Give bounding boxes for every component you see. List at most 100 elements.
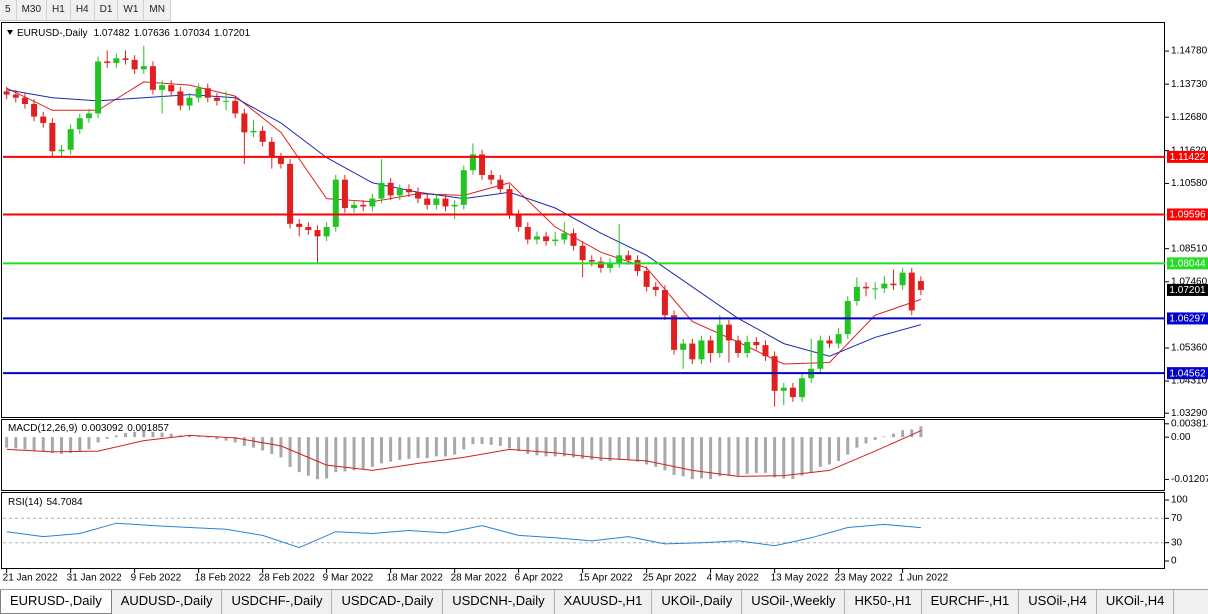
last-low: 1.07034 — [174, 28, 211, 39]
macd-histogram-bar — [471, 437, 475, 445]
chart-tab[interactable]: USDCAD-,Daily — [332, 590, 444, 614]
chart-tab[interactable]: XAUUSD-,H1 — [555, 590, 653, 614]
candle-body — [76, 118, 83, 130]
chart-tab[interactable]: USOil-,Weekly — [742, 590, 846, 614]
candle-body — [122, 58, 129, 60]
candle-body — [131, 59, 138, 70]
timeframe-button[interactable]: M30 — [17, 0, 48, 20]
macd-histogram-bar — [827, 437, 831, 465]
candle-body — [524, 226, 531, 240]
candle-body — [360, 204, 367, 207]
macd-histogram-bar — [379, 437, 383, 464]
chart-tab[interactable]: USOil-,H4 — [1019, 590, 1097, 614]
candle-body — [232, 100, 239, 114]
macd-signal-line — [6, 430, 922, 477]
chart-tab[interactable]: EURUSD-,Daily — [0, 590, 112, 614]
timeframe-button[interactable]: 5 — [0, 0, 17, 20]
candle-body — [314, 230, 321, 237]
y-tick-label: 100 — [1171, 495, 1188, 506]
symbol-title: EURUSD-,Daily — [17, 28, 88, 39]
macd-histogram-bar — [837, 437, 841, 461]
macd-histogram-bar — [279, 437, 283, 458]
macd-histogram-bar — [800, 437, 804, 476]
macd-histogram-bar — [882, 436, 886, 438]
macd-histogram-bar — [160, 432, 164, 438]
macd-histogram-bar — [718, 437, 722, 477]
candle-body — [506, 189, 513, 215]
candle-body — [40, 116, 47, 123]
rsi-panel-frame — [1, 492, 1165, 569]
price-level-label: 1.08044 — [1169, 259, 1206, 270]
macd-histogram-bar — [5, 437, 9, 448]
chart-tabs: EURUSD-,Daily AUDUSD-,Daily USDCHF-,Daily U… — [0, 589, 1208, 614]
macd-histogram-bar — [462, 437, 466, 450]
timeframe-button[interactable]: H1 — [47, 0, 71, 20]
y-tick-label: 1.07460 — [1171, 276, 1208, 287]
candle-body — [643, 271, 650, 287]
candle-body — [881, 283, 888, 289]
candle-body — [369, 198, 376, 207]
timeframe-button[interactable]: MN — [144, 0, 171, 20]
macd-histogram-bar — [334, 437, 338, 473]
y-tick-label: 1.12680 — [1171, 112, 1208, 123]
candle-body — [396, 189, 403, 196]
macd-histogram-bar — [535, 437, 539, 456]
rsi-last-value: 54.7084 — [46, 497, 83, 508]
macd-histogram-bar — [133, 431, 137, 438]
macd-histogram-bar — [553, 437, 557, 457]
chart-tab[interactable]: HK50-,H1 — [845, 590, 922, 614]
timeframe-button[interactable]: D1 — [95, 0, 119, 20]
x-tick-label: 21 Jan 2022 — [3, 573, 58, 584]
macd-histogram-bar — [571, 437, 575, 458]
candle-body — [351, 204, 358, 209]
x-tick-label: 31 Jan 2022 — [67, 573, 122, 584]
macd-histogram-bar — [480, 437, 484, 445]
candle-body — [460, 170, 467, 205]
x-tick-label: 23 May 2022 — [835, 573, 893, 584]
price-level-label: 1.09596 — [1169, 210, 1206, 221]
y-tick-label: 0.00 — [1171, 432, 1191, 443]
macd-histogram-bar — [919, 426, 923, 438]
x-tick-label: 13 May 2022 — [771, 573, 829, 584]
chart-tab[interactable]: USDCHF-,Daily — [222, 590, 333, 614]
macd-last-value: 0.003092 — [81, 423, 123, 434]
chart-tab[interactable]: UKOil-,Daily — [652, 590, 743, 614]
macd-histogram-bar — [224, 437, 228, 441]
candle-body — [387, 182, 394, 196]
candle-body — [780, 387, 787, 391]
macd-histogram-bar — [87, 437, 91, 450]
macd-histogram-bar — [23, 437, 27, 450]
macd-histogram-bar — [389, 437, 393, 462]
candle-body — [424, 198, 431, 205]
chart-tab[interactable]: AUDUSD-,Daily — [112, 590, 223, 614]
macd-histogram-bar — [626, 437, 630, 461]
candle-body — [287, 163, 294, 224]
price-level-tag — [1167, 312, 1208, 325]
macd-histogram-bar — [562, 437, 566, 457]
candle-body — [21, 97, 28, 105]
timeframe-button[interactable]: W1 — [118, 0, 145, 20]
macd-histogram-bar — [745, 437, 749, 474]
chart-tab[interactable]: UKOil-,H4 — [1097, 590, 1175, 614]
candle-body — [570, 233, 577, 246]
candle-body — [469, 154, 476, 171]
macd-histogram-bar — [498, 437, 502, 446]
macd-histogram-bar — [370, 437, 374, 467]
candle-body — [707, 340, 714, 354]
macd-histogram-bar — [188, 436, 192, 438]
current-price-label: 1.07201 — [1169, 285, 1206, 296]
candle-body — [296, 223, 303, 227]
candle-body — [95, 61, 102, 114]
timeframe-button[interactable]: H4 — [71, 0, 95, 20]
macd-histogram-bar — [581, 437, 585, 459]
chart-tab[interactable]: USDCNH-,Daily — [443, 590, 555, 614]
macd-histogram-bar — [773, 437, 777, 478]
candle-body — [213, 97, 220, 101]
candle-body — [268, 141, 275, 158]
symbol-menu-arrow[interactable] — [7, 30, 13, 35]
chart-tab[interactable]: EURCHF-,H1 — [922, 590, 1020, 614]
y-tick-label: 1.10580 — [1171, 178, 1208, 189]
macd-histogram-bar — [50, 437, 54, 453]
candle-body — [890, 283, 897, 286]
macd-histogram-bar — [96, 437, 100, 443]
